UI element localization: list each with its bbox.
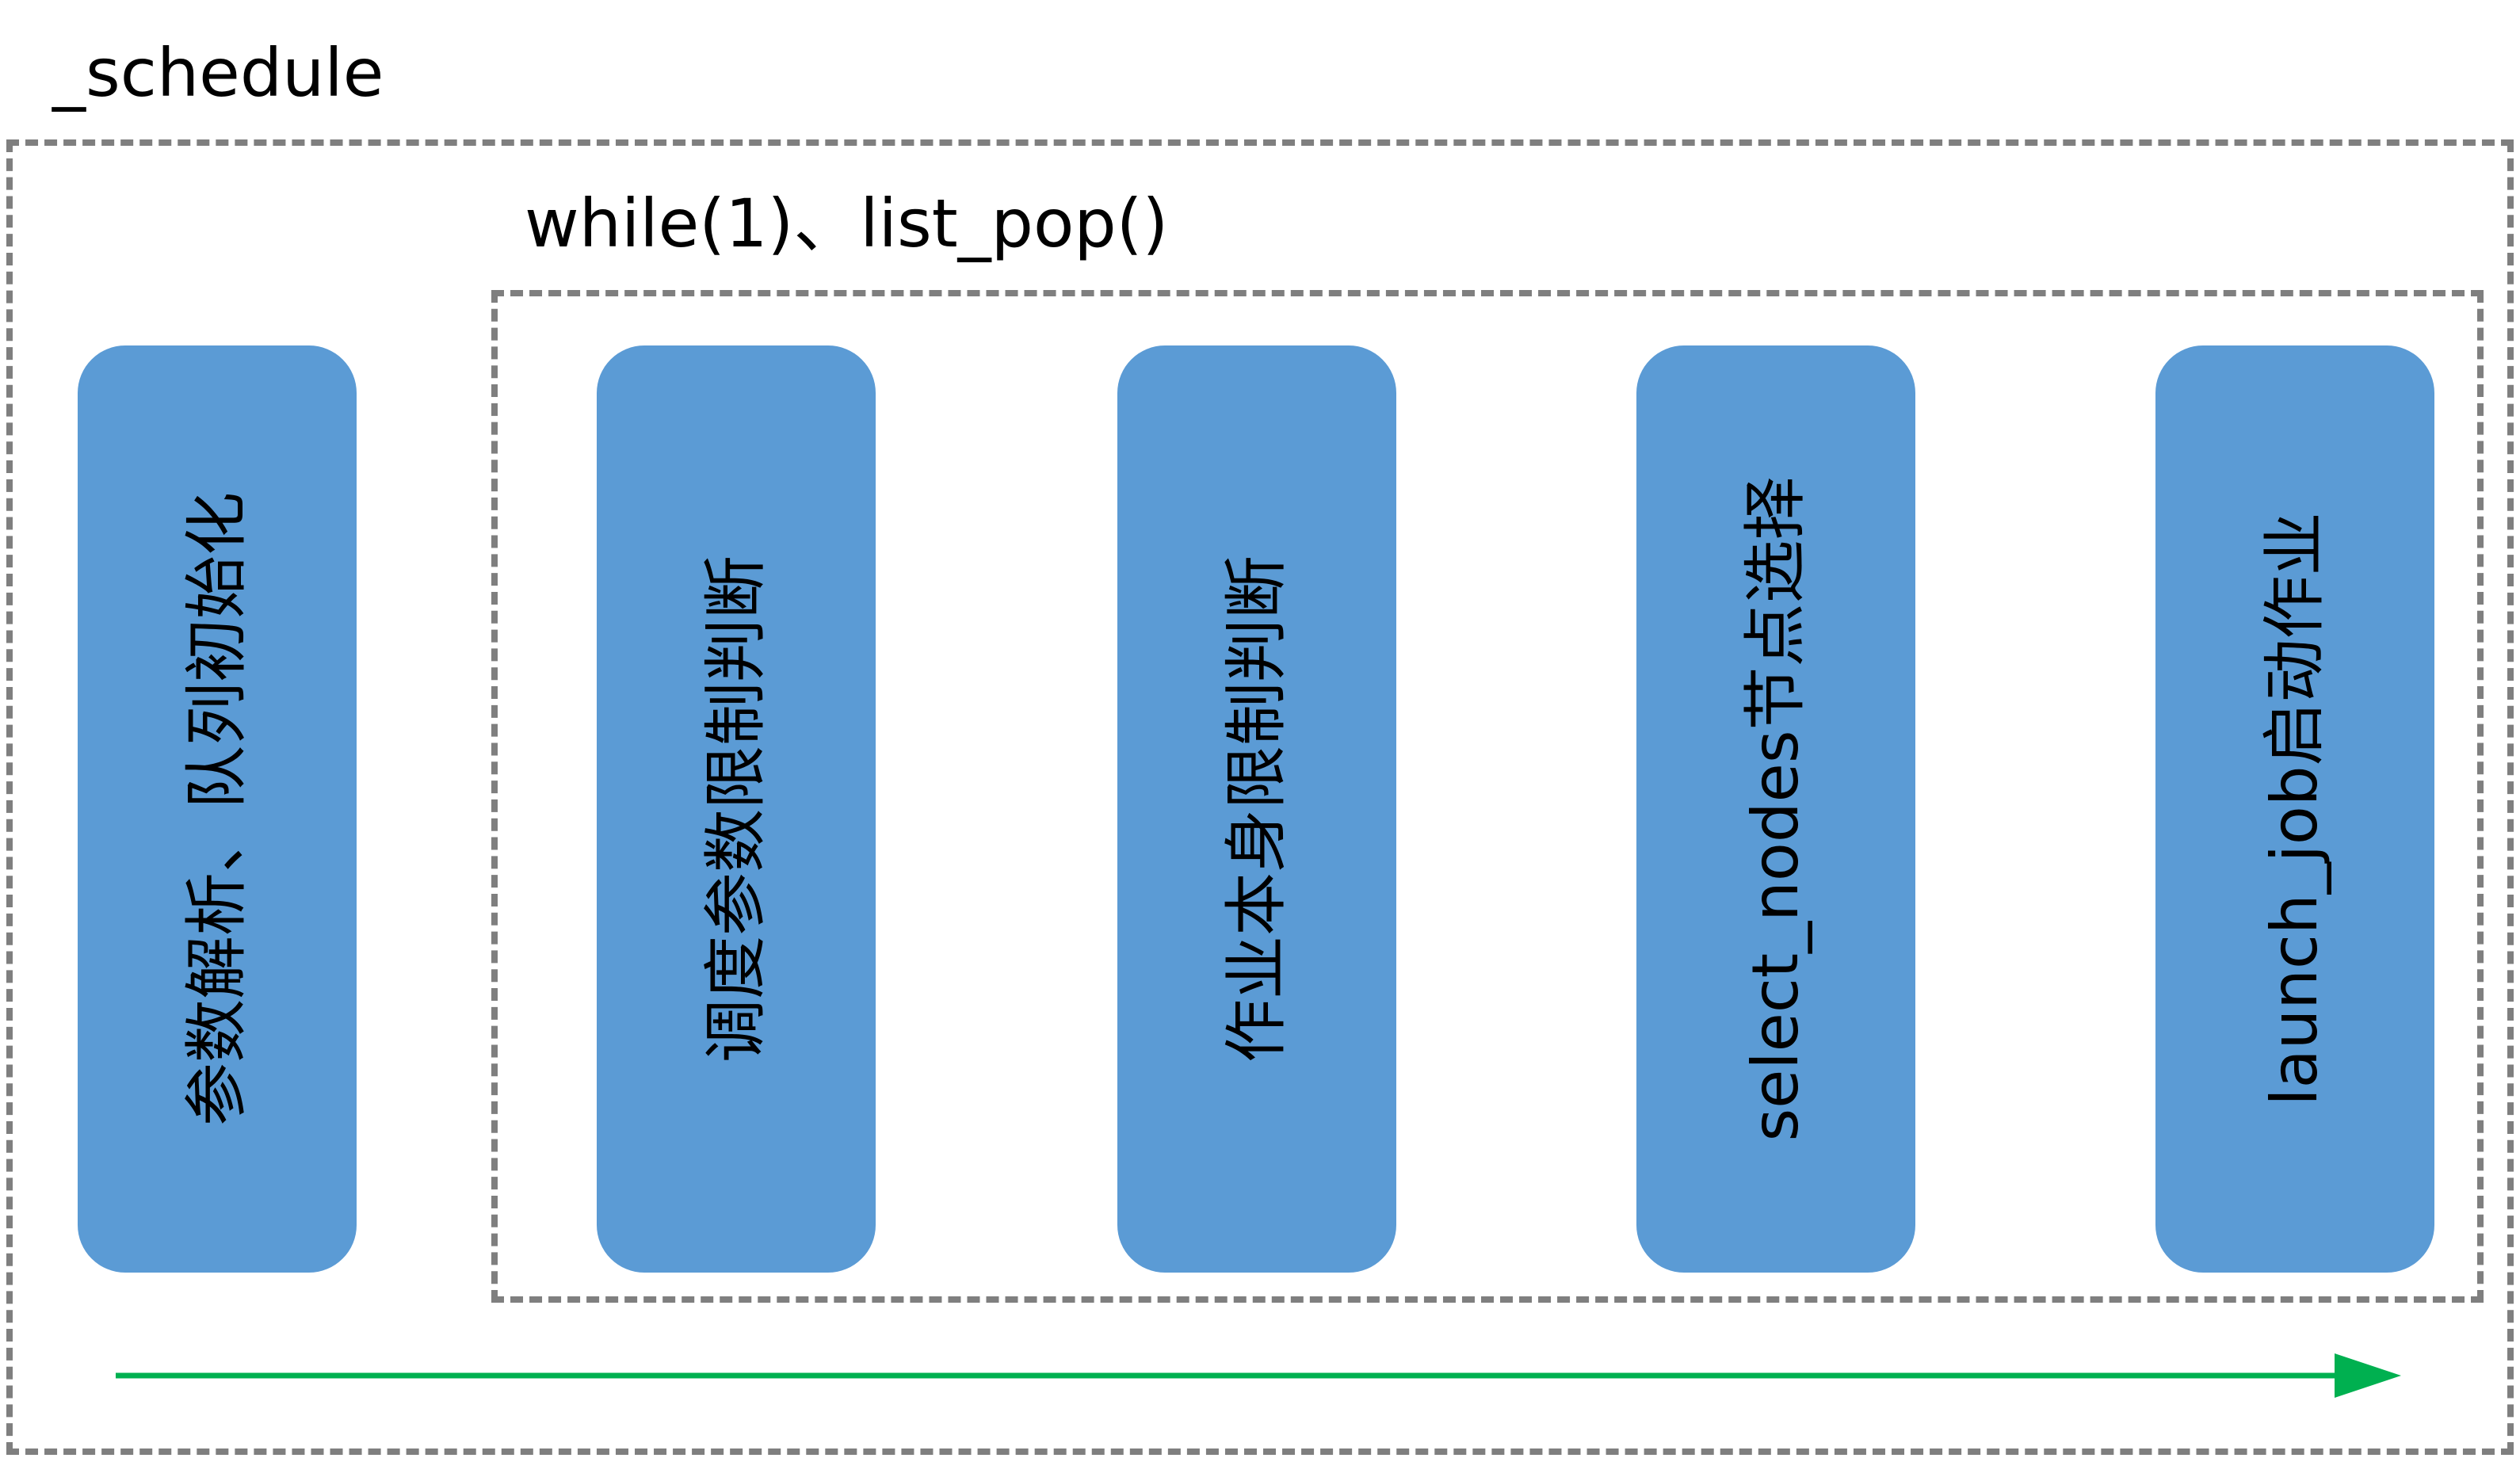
step-launch-job: launch_job启动作业 [2155,345,2434,1273]
step-label: launch_job启动作业 [2258,512,2331,1106]
schedule-title: _schedule [52,34,384,112]
schedule-frame [6,139,2514,1455]
loop-title: while(1)、list_pop() [525,185,1169,262]
step-label: 参数解析、队列初始化 [180,492,254,1126]
step-label: 调度参数限制判断 [699,555,773,1063]
step-schedule-param-limit-check: 调度参数限制判断 [597,345,876,1273]
step-select-nodes: select_nodes节点选择 [1636,345,1915,1273]
loop-frame [491,290,2484,1303]
step-label: select_nodes节点选择 [1739,476,1812,1142]
step-label: 作业本身限制判断 [1220,555,1293,1063]
step-job-limit-check: 作业本身限制判断 [1117,345,1396,1273]
step-param-parse-queue-init: 参数解析、队列初始化 [78,345,357,1273]
